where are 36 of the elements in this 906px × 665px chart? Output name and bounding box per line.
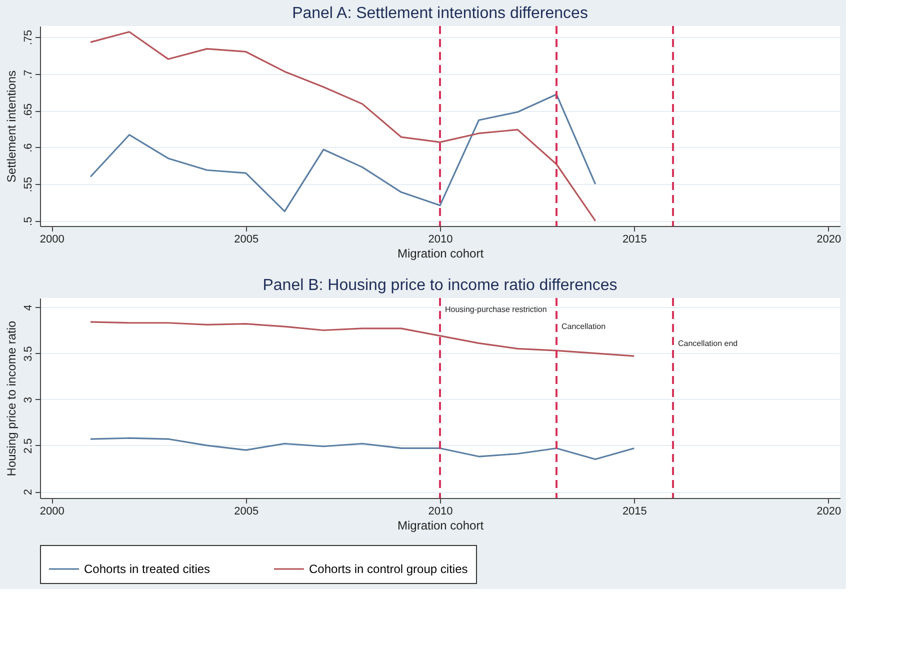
- x-tick-label: 2015: [622, 506, 647, 518]
- x-tick-label: 2020: [816, 506, 842, 518]
- y-tick-label: .6: [22, 143, 34, 152]
- x-axis-title: Migration cohort: [397, 246, 484, 260]
- x-tick-label: 2010: [428, 506, 453, 518]
- x-tick-label: 2010: [428, 234, 453, 246]
- legend-label: Cohorts in control group cities: [309, 562, 468, 576]
- y-tick-label: 2: [22, 488, 34, 496]
- ref-line-label: Cancellation end: [678, 339, 738, 348]
- chart-title: Panel A: Settlement intentions differences: [292, 5, 588, 22]
- x-tick-label: 2020: [816, 234, 842, 246]
- y-tick-label: .55: [22, 176, 34, 192]
- x-tick-label: 2005: [234, 234, 259, 246]
- y-tick-label: .5: [22, 216, 34, 226]
- line-series: [90, 437, 635, 460]
- x-tick-label: 2000: [40, 506, 64, 518]
- ref-line-label: Cancellation: [562, 322, 606, 331]
- y-tick-label: 4: [22, 304, 34, 311]
- x-tick-label: 2005: [234, 506, 259, 518]
- y-tick-label: 3.5: [22, 346, 34, 362]
- chart-title: Panel B: Housing price to income ratio differences: [262, 277, 618, 294]
- ref-line-label: Housing-purchase restriction: [445, 305, 547, 314]
- x-tick-label: 2000: [40, 234, 64, 246]
- y-axis-title: Settlement intentions: [4, 70, 18, 183]
- y-tick-label: .7: [22, 70, 34, 79]
- y-axis-title: Housing price to income ratio: [4, 320, 18, 476]
- x-tick-label: 2015: [622, 234, 647, 246]
- line-series: [90, 94, 596, 212]
- y-tick-label: 2.5: [22, 438, 34, 454]
- line-series: [90, 321, 635, 357]
- y-tick-label: .75: [22, 30, 34, 46]
- line-series: [90, 31, 596, 222]
- y-tick-label: 3: [22, 396, 34, 403]
- x-axis-title: Migration cohort: [397, 518, 484, 532]
- y-tick-label: .65: [22, 103, 34, 119]
- legend-label: Cohorts in treated cities: [84, 562, 210, 576]
